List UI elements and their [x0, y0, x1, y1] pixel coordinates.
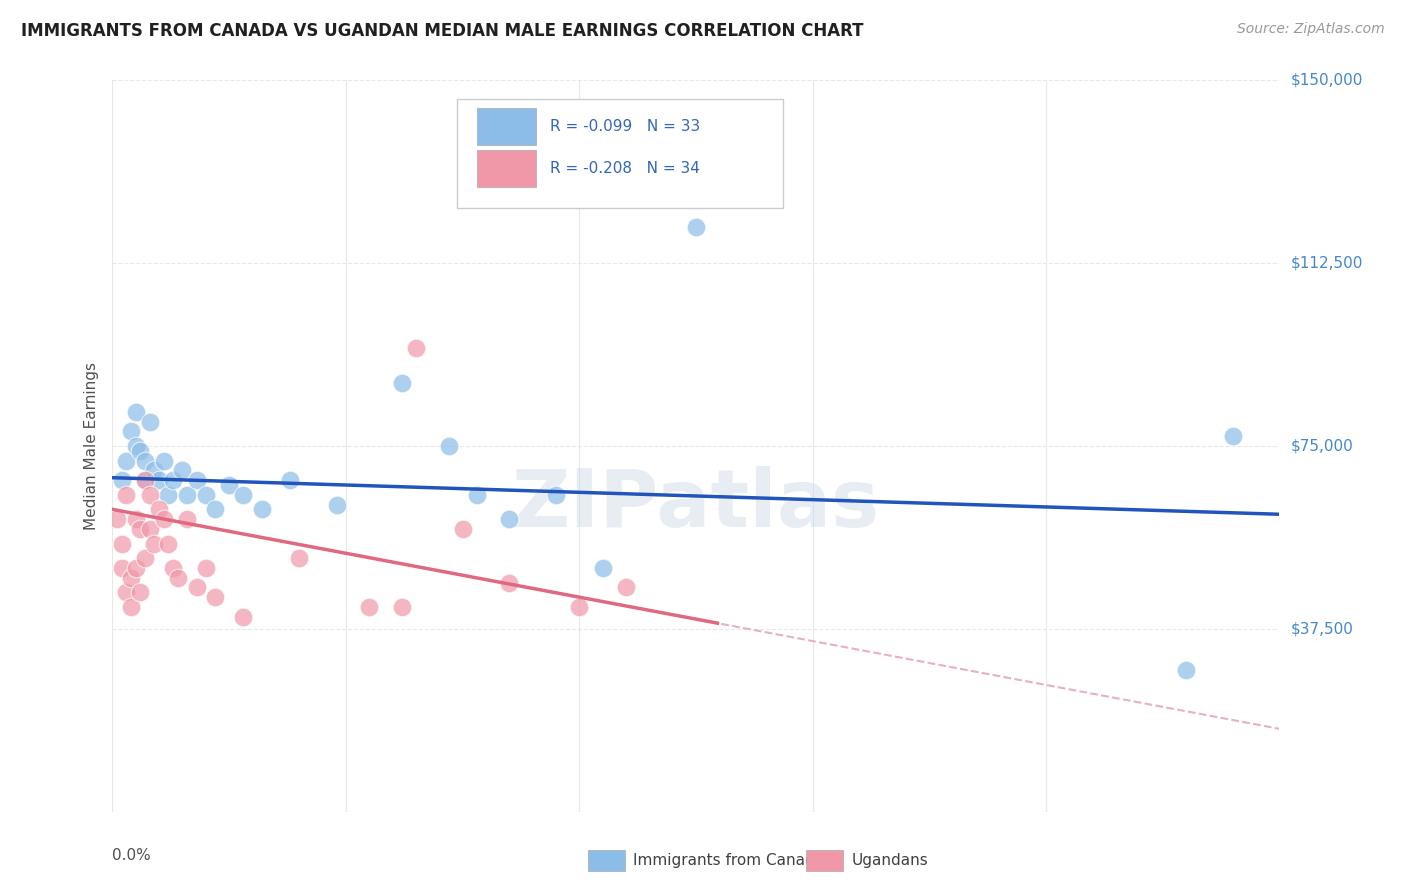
- Y-axis label: Median Male Earnings: Median Male Earnings: [84, 362, 100, 530]
- Point: [134, 551, 156, 566]
- Point: [465, 488, 488, 502]
- Text: R = -0.208   N = 34: R = -0.208 N = 34: [550, 161, 700, 176]
- Point: [498, 575, 520, 590]
- Point: [451, 522, 474, 536]
- Point: [1222, 429, 1244, 443]
- Point: [391, 376, 413, 390]
- Point: [162, 561, 184, 575]
- Point: [129, 585, 152, 599]
- Point: [125, 512, 148, 526]
- Point: [278, 473, 301, 487]
- Point: [592, 561, 614, 575]
- Point: [148, 502, 170, 516]
- Point: [157, 536, 180, 550]
- Point: [134, 473, 156, 487]
- Point: [232, 488, 254, 502]
- Point: [153, 453, 176, 467]
- Point: [166, 571, 188, 585]
- Text: Source: ZipAtlas.com: Source: ZipAtlas.com: [1237, 22, 1385, 37]
- Point: [115, 585, 138, 599]
- Point: [204, 502, 226, 516]
- Point: [186, 581, 208, 595]
- Point: [111, 536, 134, 550]
- Point: [139, 415, 162, 429]
- Text: R = -0.099   N = 33: R = -0.099 N = 33: [550, 120, 700, 134]
- Point: [139, 522, 162, 536]
- Point: [115, 488, 138, 502]
- Point: [176, 512, 198, 526]
- Text: Ugandans: Ugandans: [851, 854, 928, 868]
- Point: [288, 551, 311, 566]
- Point: [498, 512, 520, 526]
- Point: [359, 599, 381, 614]
- Point: [1175, 663, 1198, 677]
- FancyBboxPatch shape: [477, 150, 536, 187]
- Point: [129, 443, 152, 458]
- Text: IMMIGRANTS FROM CANADA VS UGANDAN MEDIAN MALE EARNINGS CORRELATION CHART: IMMIGRANTS FROM CANADA VS UGANDAN MEDIAN…: [21, 22, 863, 40]
- Text: $75,000: $75,000: [1291, 439, 1354, 453]
- Point: [111, 473, 134, 487]
- Point: [125, 439, 148, 453]
- Point: [204, 590, 226, 604]
- Point: [162, 473, 184, 487]
- Point: [391, 599, 413, 614]
- Point: [176, 488, 198, 502]
- Point: [544, 488, 567, 502]
- Point: [157, 488, 180, 502]
- Text: $112,500: $112,500: [1291, 256, 1362, 270]
- Point: [194, 488, 217, 502]
- Point: [115, 453, 138, 467]
- Point: [153, 512, 176, 526]
- Point: [143, 463, 166, 477]
- Point: [186, 473, 208, 487]
- Point: [105, 512, 128, 526]
- Point: [405, 342, 427, 356]
- Point: [111, 561, 134, 575]
- Point: [134, 473, 156, 487]
- Point: [250, 502, 273, 516]
- Text: ZIPatlas: ZIPatlas: [512, 466, 880, 543]
- Text: $37,500: $37,500: [1291, 622, 1354, 636]
- Point: [685, 219, 707, 234]
- FancyBboxPatch shape: [477, 108, 536, 145]
- Point: [120, 425, 142, 439]
- Point: [172, 463, 194, 477]
- Text: 0.0%: 0.0%: [112, 848, 152, 863]
- Point: [325, 498, 347, 512]
- Point: [120, 571, 142, 585]
- Point: [125, 405, 148, 419]
- Point: [194, 561, 217, 575]
- Text: $150,000: $150,000: [1291, 73, 1362, 87]
- Point: [129, 522, 152, 536]
- Point: [134, 453, 156, 467]
- Point: [139, 488, 162, 502]
- Point: [218, 478, 240, 492]
- Point: [120, 599, 142, 614]
- Point: [143, 536, 166, 550]
- Point: [568, 599, 591, 614]
- Point: [437, 439, 460, 453]
- Point: [148, 473, 170, 487]
- FancyBboxPatch shape: [457, 99, 783, 209]
- Point: [614, 581, 637, 595]
- Point: [232, 609, 254, 624]
- Point: [125, 561, 148, 575]
- Text: Immigrants from Canada: Immigrants from Canada: [633, 854, 824, 868]
